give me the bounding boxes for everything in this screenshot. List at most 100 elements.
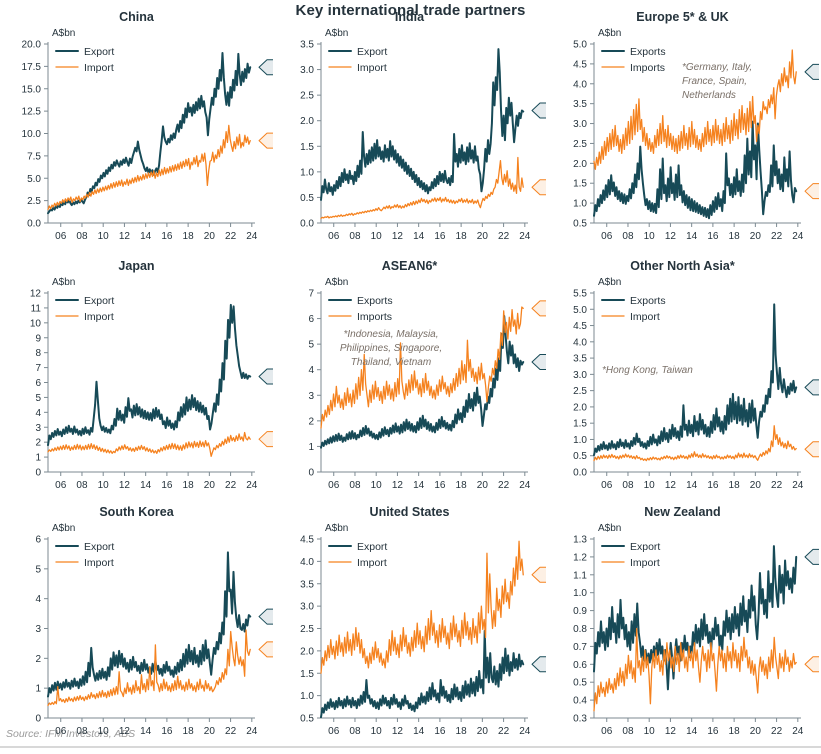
x-tick-label: 20 — [477, 726, 489, 737]
panel-footnote: *Hong Kong, Taiwan — [602, 365, 693, 376]
x-tick-label: 16 — [707, 726, 719, 737]
y-tick-label: 6 — [308, 314, 314, 325]
value-callout: $0.7bn — [804, 441, 819, 458]
x-tick-label: 08 — [349, 231, 361, 242]
y-tick-label: 6 — [35, 378, 41, 389]
value-callout: $2.6bn — [804, 379, 819, 396]
plot-area: A$bn 0.0 2.5 5.0 7.5 10.0 12.5 15.0 17.5 20.0 06 08… — [22, 28, 273, 242]
x-tick-label: 12 — [119, 231, 131, 242]
x-tick-label: 10 — [98, 231, 110, 242]
y-tick-label: 2.5 — [300, 624, 314, 635]
value-callout: $6.4bn — [531, 300, 546, 317]
y-tick-label: 5.0 — [573, 305, 587, 316]
panel-title: India — [394, 10, 425, 24]
x-tick-label: 18 — [729, 480, 741, 491]
y-tick-label: 4 — [308, 365, 314, 376]
x-tick-label: 14 — [686, 480, 698, 491]
legend-label: Export — [630, 541, 660, 553]
x-tick-label: 20 — [750, 231, 762, 242]
x-tick-label: 08 — [622, 480, 634, 491]
x-tick-label: 16 — [161, 480, 173, 491]
y-tick-label: 2.0 — [573, 159, 587, 170]
x-tick-label: 16 — [434, 231, 446, 242]
x-tick-label: 16 — [434, 726, 446, 737]
legend-label: Exports — [630, 295, 666, 307]
y-tick-label: 3 — [35, 423, 41, 434]
y-tick-label: 0.0 — [27, 219, 41, 230]
panel-title: United States — [369, 505, 450, 519]
x-tick-label: 22 — [771, 480, 783, 491]
y-tick-label: 3.5 — [573, 354, 587, 365]
x-tick-label: 06 — [601, 231, 613, 242]
y-tick-label: 17.5 — [22, 62, 42, 73]
x-tick-label: 14 — [140, 231, 152, 242]
y-tick-label: 1 — [35, 453, 41, 464]
x-tick-label: 12 — [392, 726, 404, 737]
y-tick-label: 9 — [35, 333, 41, 344]
chart-panel-asean6: ASEAN6* A$bn 0 1 2 3 4 5 6 7 06 08 10 12 14 16 18 20 22 24 E… — [273, 259, 546, 508]
chart-panel-china: China A$bn 0.0 2.5 5.0 7.5 10.0 12.5 15.0 17.5 20.… — [0, 10, 273, 259]
panel-footnote: Thailand, Vietnam — [351, 357, 431, 368]
series-line-imports — [320, 306, 524, 429]
x-tick-label: 16 — [434, 480, 446, 491]
x-tick-label: 10 — [371, 480, 383, 491]
value-callout: $1.2bn — [804, 548, 819, 565]
y-axis-unit: A$bn — [325, 28, 348, 39]
legend-label: Export — [357, 541, 387, 553]
y-tick-label: 5.0 — [27, 174, 41, 185]
y-tick-label: 7 — [35, 363, 41, 374]
x-tick-label: 08 — [76, 726, 88, 737]
value-callout: $2.2bn — [531, 102, 546, 119]
y-tick-label: 12 — [30, 289, 42, 300]
y-tick-label: 7.5 — [27, 151, 41, 162]
value-callout: $4.3bn — [804, 63, 819, 80]
x-tick-label: 22 — [498, 726, 510, 737]
y-tick-label: 0.0 — [300, 219, 314, 230]
y-tick-label: 4.0 — [573, 337, 587, 348]
panel-footnote: France, Spain, — [682, 76, 747, 87]
value-callout: $2.3bn — [258, 641, 273, 658]
x-tick-label: 24 — [246, 726, 258, 737]
y-tick-label: 1.5 — [573, 179, 587, 190]
y-tick-label: 3.5 — [300, 579, 314, 590]
x-tick-label: 18 — [729, 231, 741, 242]
y-tick-label: 11 — [31, 303, 42, 314]
x-tick-label: 16 — [161, 726, 173, 737]
y-tick-label: 3.0 — [573, 370, 587, 381]
y-tick-label: 0 — [35, 714, 41, 725]
y-tick-label: 5.5 — [573, 289, 587, 300]
source-note: Source: IFM Investors, ABS — [6, 728, 136, 740]
x-tick-label: 14 — [413, 231, 425, 242]
y-tick-label: 7 — [308, 289, 314, 300]
x-tick-label: 24 — [519, 726, 531, 737]
x-tick-label: 18 — [456, 480, 468, 491]
x-tick-label: 06 — [601, 480, 613, 491]
x-tick-label: 10 — [98, 480, 110, 491]
x-tick-label: 08 — [622, 726, 634, 737]
legend-label: Import — [630, 557, 660, 569]
y-tick-label: 8 — [35, 348, 41, 359]
y-tick-label: 15.0 — [22, 84, 42, 95]
x-tick-label: 22 — [498, 231, 510, 242]
series-line-imports — [593, 49, 797, 170]
y-tick-label: 1.5 — [573, 419, 587, 430]
y-tick-label: 10 — [30, 318, 42, 329]
y-axis-unit: A$bn — [598, 277, 621, 288]
legend-label: Exports — [630, 46, 666, 58]
plot-area: A$bn 0.0 0.5 1.0 1.5 2.0 2.5 3.0 3.5 06 08 10 12 14 16… — [300, 28, 546, 242]
y-tick-label: 20.0 — [22, 40, 42, 51]
x-tick-label: 06 — [55, 726, 67, 737]
legend-label: Export — [84, 541, 114, 553]
x-tick-label: 06 — [328, 726, 340, 737]
panel-title: Other North Asia* — [630, 259, 735, 273]
y-axis-unit: A$bn — [325, 523, 348, 534]
y-tick-label: 2.0 — [573, 402, 587, 413]
y-tick-label: 0 — [35, 468, 41, 479]
y-axis-unit: A$bn — [325, 277, 348, 288]
panel-title: New Zealand — [644, 505, 721, 519]
y-tick-label: 10.0 — [22, 129, 42, 140]
x-tick-label: 06 — [601, 726, 613, 737]
x-tick-label: 24 — [246, 480, 258, 491]
series-line-import — [593, 627, 797, 712]
legend-label: Exports — [357, 295, 393, 307]
